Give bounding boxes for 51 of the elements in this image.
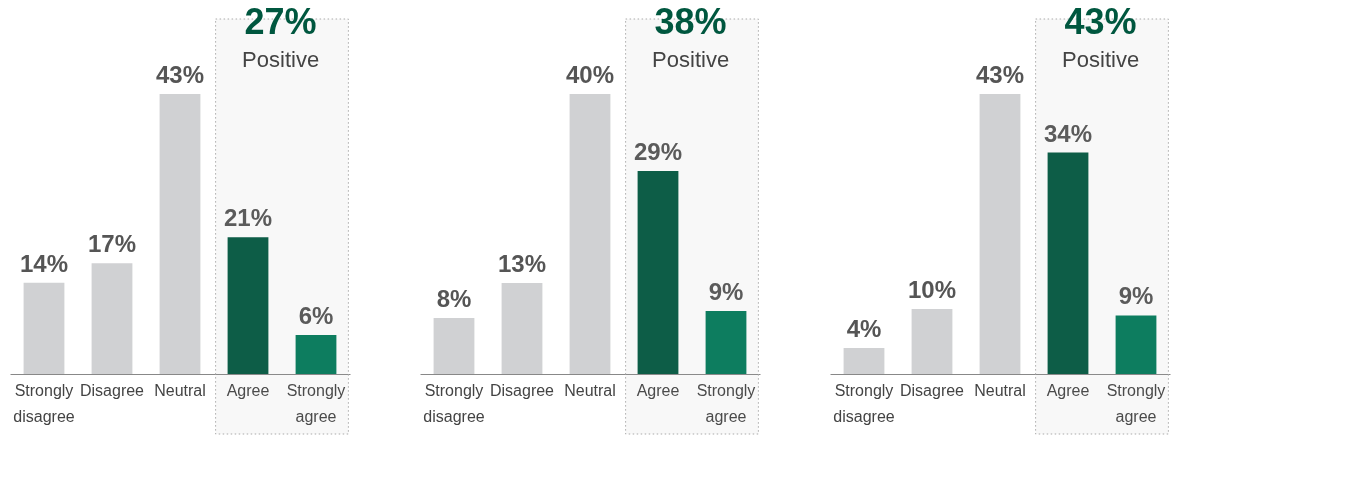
data-label: 10%	[907, 275, 957, 303]
bar	[1047, 152, 1089, 374]
x-tick-label: Agree	[1046, 381, 1090, 399]
x-tick-label: Strongly agree	[1106, 381, 1166, 425]
data-label: 6%	[298, 301, 334, 329]
data-label: 34%	[1043, 119, 1093, 147]
bar	[433, 318, 475, 374]
data-label: 4%	[846, 314, 882, 342]
x-tick-label: Agree	[636, 381, 680, 399]
x-tick-label: Strongly agree	[696, 381, 756, 425]
text: 38%	[654, 1, 727, 42]
text: Positive	[652, 47, 730, 72]
x-tick-label: Agree	[226, 381, 270, 399]
bar	[91, 263, 133, 374]
bar	[159, 94, 201, 374]
data-label: 40%	[565, 61, 615, 88]
bar	[979, 94, 1021, 374]
bar	[1115, 315, 1157, 374]
x-tick-label: Disagree	[79, 381, 145, 399]
data-label: 9%	[708, 278, 744, 305]
data-label: 21%	[223, 204, 273, 232]
text: 27%	[244, 1, 317, 42]
x-tick-label: Neutral	[564, 381, 616, 399]
bar	[637, 171, 679, 374]
x-tick-label: Strongly agree	[286, 381, 346, 425]
bar	[23, 282, 65, 374]
x-tick-label: Strongly disagree	[833, 381, 895, 425]
bar	[295, 334, 337, 374]
text: 43%	[1064, 1, 1137, 42]
bar	[843, 347, 885, 374]
data-label: 14%	[19, 249, 69, 277]
data-label: 17%	[87, 230, 137, 258]
data-label: 9%	[1118, 282, 1154, 310]
data-label: 43%	[155, 61, 205, 88]
bar	[705, 311, 747, 374]
text: Positive	[1062, 47, 1140, 72]
x-tick-label: Strongly disagree	[13, 381, 75, 425]
x-tick-label: Disagree	[489, 381, 555, 399]
data-label: 43%	[975, 61, 1025, 88]
bar	[501, 283, 543, 374]
x-tick-label: Strongly disagree	[423, 381, 485, 425]
bar	[227, 237, 269, 374]
data-label: 13%	[497, 250, 547, 277]
data-label: 8%	[436, 285, 472, 312]
x-tick-label: Neutral	[974, 381, 1026, 399]
data-label: 29%	[633, 138, 683, 165]
x-tick-label: Disagree	[899, 381, 965, 399]
x-tick-label: Neutral	[154, 381, 206, 399]
bar	[569, 94, 611, 374]
text: Positive	[242, 47, 320, 72]
bar	[911, 308, 953, 374]
